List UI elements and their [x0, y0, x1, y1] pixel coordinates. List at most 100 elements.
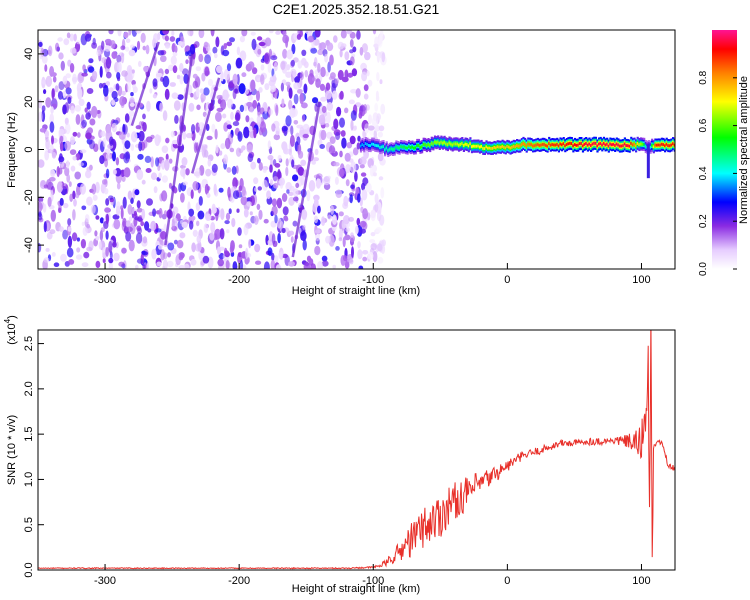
noise-speck [348, 99, 355, 105]
noise-speck [344, 51, 350, 61]
signal-cell [520, 143, 523, 147]
noise-speck [62, 75, 68, 85]
noise-speck [45, 97, 52, 108]
x-tick-label: -300 [94, 575, 116, 587]
noise-speck [157, 165, 161, 171]
noise-speck [135, 30, 142, 34]
noise-speck [364, 51, 371, 61]
noise-speck [302, 133, 309, 139]
noise-speck [95, 215, 100, 220]
noise-speck [300, 174, 305, 186]
noise-speck [142, 236, 148, 244]
noise-speck [298, 150, 304, 159]
noise-speck [275, 30, 281, 35]
signal-cell [482, 146, 485, 150]
signal-cell [628, 144, 631, 148]
noise-speck [338, 237, 343, 242]
noise-speck [95, 181, 100, 194]
noise-speck [290, 68, 297, 75]
noise-speck [125, 231, 132, 242]
signal-cell [395, 145, 398, 149]
signal-cell [406, 146, 409, 150]
signal-cell [586, 143, 589, 147]
noise-speck [350, 161, 357, 174]
noise-speck [38, 99, 42, 109]
noise-speck [359, 46, 364, 56]
noise-speck [220, 143, 226, 150]
noise-speck [365, 182, 372, 193]
noise-speck [155, 72, 163, 78]
noise-speck [121, 70, 128, 77]
noise-speck [62, 90, 67, 99]
signal-cell [525, 144, 528, 148]
noise-speck [288, 87, 293, 99]
noise-speck [161, 190, 168, 202]
noise-speck [319, 83, 326, 91]
signal-cell [538, 144, 541, 147]
noise-speck [59, 141, 64, 152]
noise-speck [292, 220, 298, 227]
noise-speck [324, 53, 329, 63]
signal-cell [625, 144, 628, 147]
signal-cell [544, 144, 548, 147]
noise-speck [258, 127, 263, 136]
signal-cell [470, 145, 474, 149]
noise-speck [206, 135, 213, 141]
noise-speck [241, 72, 247, 78]
signal-cell [498, 145, 501, 149]
signal-cell [572, 144, 575, 148]
signal-cell [618, 144, 622, 148]
noise-speck [181, 221, 188, 228]
noise-speck [254, 187, 258, 192]
noise-speck [168, 158, 173, 164]
noise-speck [232, 177, 238, 189]
noise-speck [361, 189, 368, 201]
y-multiplier: (x104) [3, 315, 18, 345]
noise-speck [85, 170, 92, 179]
noise-speck [351, 246, 354, 258]
noise-speck [324, 90, 332, 100]
noise-speck [160, 55, 167, 63]
noise-speck [174, 114, 179, 124]
noise-speck [274, 255, 279, 263]
noise-speck [155, 157, 160, 167]
noise-speck [281, 227, 286, 234]
noise-speck [377, 243, 383, 252]
noise-speck [229, 245, 234, 254]
noise-speck [368, 114, 372, 125]
noise-speck [108, 30, 114, 35]
noise-speck [267, 62, 272, 73]
noise-speck [232, 261, 238, 269]
noise-speck [311, 77, 316, 82]
noise-speck [293, 196, 299, 202]
noise-speck [287, 191, 294, 196]
noise-speck [197, 210, 205, 220]
x-tick-label: 0 [504, 274, 510, 286]
noise-speck [281, 193, 288, 202]
signal-cell [511, 145, 514, 149]
noise-speck [349, 258, 354, 265]
noise-speck [58, 128, 65, 135]
noise-speck [354, 171, 358, 182]
signal-cell [643, 143, 646, 146]
noise-speck [380, 187, 385, 199]
noise-speck [86, 196, 93, 206]
noise-speck [76, 132, 81, 138]
noise-speck [356, 217, 361, 226]
noise-speck [178, 265, 186, 269]
noise-speck [95, 260, 101, 268]
signal-cell [451, 143, 454, 147]
noise-speck [359, 228, 366, 234]
noise-speck [310, 263, 317, 269]
noise-speck [257, 115, 262, 125]
noise-speck [195, 87, 200, 98]
noise-speck [264, 37, 272, 47]
signal-cell [425, 144, 428, 147]
noise-speck [170, 130, 175, 138]
noise-speck [254, 243, 261, 253]
noise-speck [45, 138, 50, 151]
noise-speck [250, 161, 257, 170]
noise-speck [165, 43, 170, 49]
noise-speck [121, 90, 126, 96]
noise-speck [165, 137, 170, 144]
